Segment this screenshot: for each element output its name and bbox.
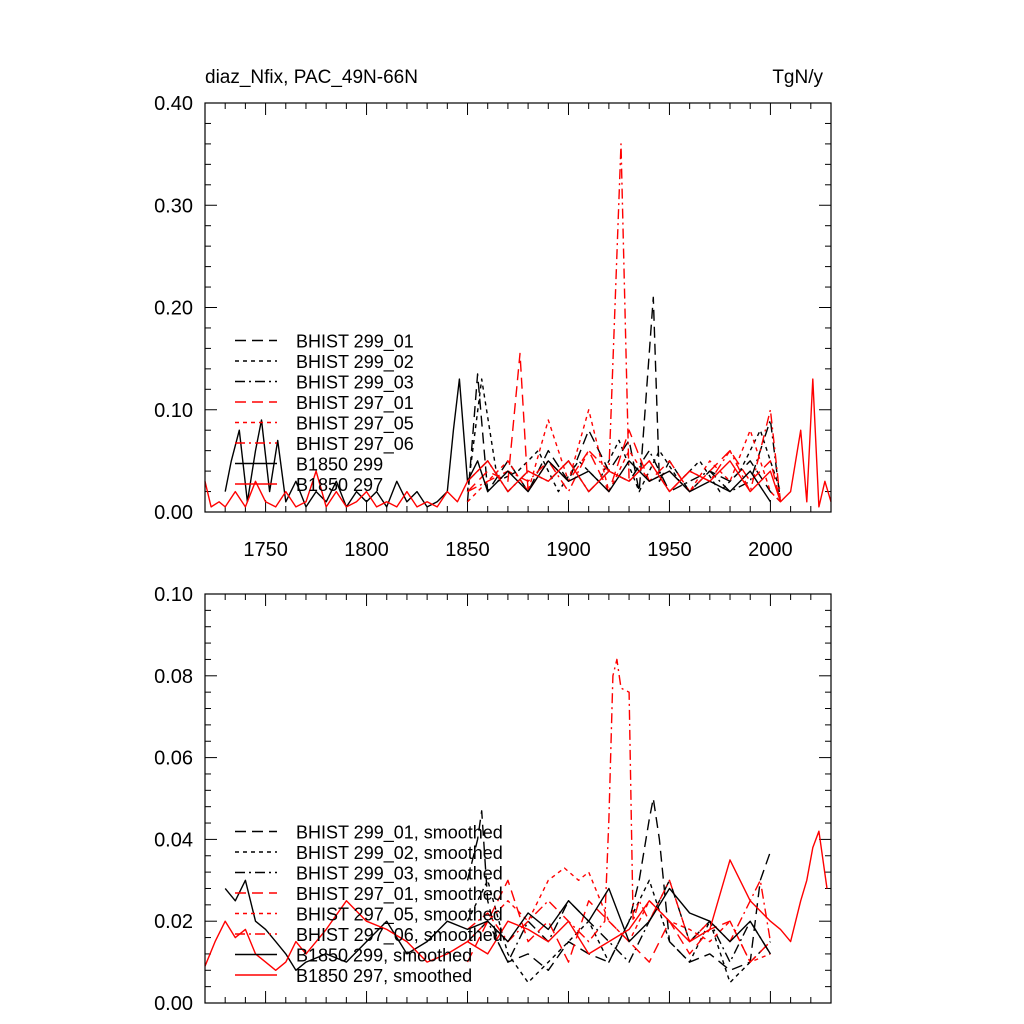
series-line-3 [467, 352, 782, 502]
y-tick-label: 0.10 [154, 400, 193, 422]
x-tick-label: 1850 [445, 539, 490, 561]
series-line-2 [467, 879, 771, 963]
legend-label-7: B1850 297, smoothed [296, 966, 472, 986]
series-line-1 [466, 879, 771, 984]
legend-label-2: BHIST 299_03, smoothed [296, 864, 503, 885]
plot-frame [204, 102, 832, 513]
series-line-7 [204, 378, 832, 508]
y-tick-label: 0.40 [154, 93, 193, 115]
series-line-1 [466, 378, 782, 493]
series-line-5 [467, 658, 772, 943]
legend-label-7: B1850 297 [296, 475, 383, 495]
legend-label-5: BHIST 297_06 [296, 434, 414, 455]
legend-label-3: BHIST 297_01 [296, 393, 414, 414]
legend-label-3: BHIST 297_01, smoothed [296, 884, 503, 905]
series-line-5 [467, 143, 782, 502]
top-panel: diaz_Nfix, PAC_49N-66N TgN/y 0.00 0.10 0.20 0… [154, 67, 832, 561]
series-line-3 [466, 879, 771, 963]
legend-label-4: BHIST 297_05 [296, 414, 414, 435]
y-tick-label: 0.08 [154, 666, 193, 688]
legend-label-1: BHIST 299_02, smoothed [296, 843, 503, 864]
y-tick-label: 0.06 [154, 748, 193, 770]
y-tick-label: 0.10 [154, 584, 193, 606]
legend-label-6: B1850 299, smoothed [296, 946, 472, 966]
series-line-4 [467, 867, 771, 963]
x-tick-label: 1950 [647, 539, 692, 561]
series-line-7 [204, 830, 828, 971]
y-tick-label: 0.30 [154, 195, 193, 217]
legend-label-4: BHIST 297_05, smoothed [296, 905, 503, 926]
x-tick-label: 1900 [546, 539, 591, 561]
legend-label-6: B1850 299 [296, 455, 383, 475]
y-tick-label: 0.04 [154, 829, 193, 851]
legend-label-1: BHIST 299_02 [296, 352, 414, 373]
legend-label-2: BHIST 299_03 [296, 373, 414, 394]
x-tick-label: 1750 [243, 539, 288, 561]
plot-frame [204, 593, 832, 1004]
chart-units-label: TgN/y [772, 67, 823, 88]
legend-label-0: BHIST 299_01, smoothed [296, 823, 503, 844]
bottom-panel: 0.00 0.02 0.04 0.06 0.08 0.10 BHIST 299_01, sm… [154, 584, 832, 1015]
chart-title-left: diaz_Nfix, PAC_49N-66N [205, 67, 418, 88]
series-line-0 [466, 797, 772, 971]
y-tick-label: 0.00 [154, 993, 193, 1015]
legend-label-0: BHIST 299_01 [296, 332, 414, 353]
x-tick-label: 1800 [344, 539, 389, 561]
y-tick-label: 0.20 [154, 298, 193, 320]
legend-label-5: BHIST 297_06, smoothed [296, 925, 503, 946]
x-tick-label: 2000 [748, 539, 793, 561]
series-line-6 [224, 879, 771, 971]
y-tick-label: 0.02 [154, 911, 193, 933]
series-line-6 [224, 378, 771, 508]
y-tick-label: 0.00 [154, 502, 193, 524]
